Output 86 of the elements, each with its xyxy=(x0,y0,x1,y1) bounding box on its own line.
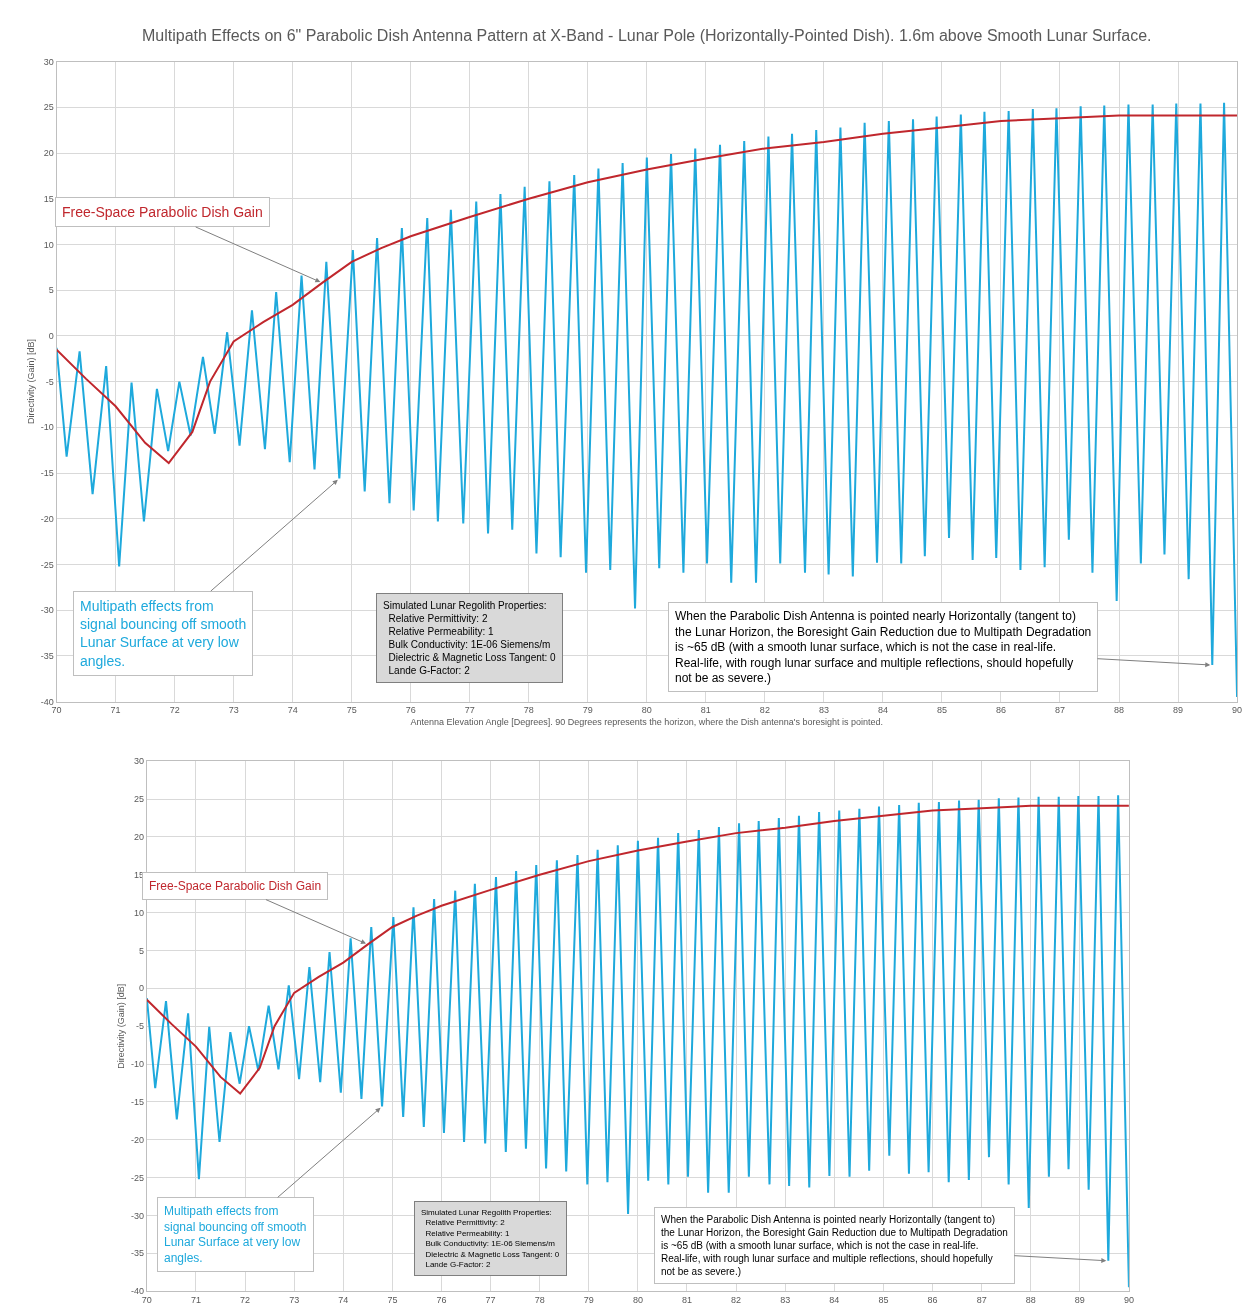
y-tick-label: -20 xyxy=(40,513,54,524)
x-tick-label: 87 xyxy=(976,1294,987,1305)
x-tick-label: 82 xyxy=(731,1294,742,1305)
line-series xyxy=(56,114,1238,464)
y-axis-title: Directivity (Gain) [dB] xyxy=(116,983,127,1069)
x-tick-label: 84 xyxy=(877,705,888,716)
y-tick-label: 0 xyxy=(139,983,145,994)
y-tick-label: -20 xyxy=(131,1134,145,1145)
y-tick-label: -5 xyxy=(136,1021,145,1032)
x-tick-label: 76 xyxy=(436,1294,447,1305)
y-tick-label: 20 xyxy=(43,148,54,159)
x-tick-label: 78 xyxy=(523,705,534,716)
y-tick-label: 5 xyxy=(48,285,54,296)
y-tick-label: 10 xyxy=(134,907,145,918)
x-tick-label: 70 xyxy=(51,705,62,716)
chart-title: Multipath Effects on 6" Parabolic Dish Antenna Pattern at X-Band - Lunar Pole (Horizontally-Pointed Dish). 1.6m above Smooth Lunar Surface. xyxy=(142,27,1152,44)
x-tick-label: 82 xyxy=(759,705,770,716)
y-tick-label: -5 xyxy=(45,376,54,387)
line-series xyxy=(146,804,1129,1095)
y-tick-label: -10 xyxy=(40,422,54,433)
x-tick-label: 85 xyxy=(936,705,947,716)
x-tick-label: 90 xyxy=(1123,1294,1134,1305)
annotation: Simulated Lunar Regolith Properties: Relative Permittivity: 2 Relative Permeability: 1 Bulk Conductivity: 1E-06 Siemens/m Dielectric & Magnetic Loss Tangent: 0 Lande G-Factor: 2 xyxy=(383,600,557,676)
x-tick-label: 88 xyxy=(1025,1294,1036,1305)
x-tick-label: 89 xyxy=(1074,1294,1085,1305)
y-tick-label: 20 xyxy=(134,832,145,843)
y-tick-label: -30 xyxy=(40,605,54,616)
x-tick-label: 72 xyxy=(240,1294,251,1305)
x-axis-title: Antenna Elevation Angle [Degrees]. 90 Degrees represents the horizon, where the Dish antenna's boresight is pointed. xyxy=(410,717,884,728)
y-tick-label: -25 xyxy=(131,1172,145,1183)
x-tick-label: 70 xyxy=(141,1294,152,1305)
y-tick-label: 0 xyxy=(48,331,54,342)
x-tick-label: 76 xyxy=(405,705,416,716)
x-tick-label: 79 xyxy=(583,1294,594,1305)
x-tick-label: 85 xyxy=(878,1294,889,1305)
x-tick-label: 80 xyxy=(641,705,652,716)
x-tick-label: 90 xyxy=(1232,705,1243,716)
y-tick-label: -10 xyxy=(131,1059,145,1070)
x-tick-label: 79 xyxy=(582,705,593,716)
x-tick-label: 71 xyxy=(110,705,121,716)
y-tick-label: -40 xyxy=(40,696,54,707)
y-tick-label: 30 xyxy=(43,56,54,67)
x-tick-label: 87 xyxy=(1054,705,1065,716)
x-tick-label: 73 xyxy=(228,705,239,716)
x-tick-label: 83 xyxy=(780,1294,791,1305)
y-axis-title: Directivity (Gain) [dB] xyxy=(26,339,37,425)
annotation: Free-Space Parabolic Dish Gain xyxy=(62,204,263,220)
annotation: Multipath effects from signal bouncing off smooth Lunar Surface at very low angles. xyxy=(164,1204,307,1265)
x-tick-label: 86 xyxy=(995,705,1006,716)
y-tick-label: 25 xyxy=(134,794,145,805)
x-tick-label: 75 xyxy=(346,705,357,716)
annotation: When the Parabolic Dish Antenna is pointed nearly Horizontally (tangent to) the Lunar Horizon, the Boresight Gain Reduction due to Multipath Degradation is ~65 dB (with a smooth lunar surface, which is not the case in real-life. Real-life, with rough lunar surface and multiple reflections, should hopefully not be as severe.) xyxy=(675,609,1092,686)
annotation: Free-Space Parabolic Dish Gain xyxy=(149,879,322,893)
x-tick-label: 77 xyxy=(485,1294,496,1305)
x-tick-label: 73 xyxy=(289,1294,300,1305)
x-tick-label: 78 xyxy=(534,1294,545,1305)
y-tick-label: -40 xyxy=(131,1286,145,1297)
y-tick-label: 10 xyxy=(43,239,54,250)
y-tick-label: 30 xyxy=(134,756,145,767)
y-tick-label: -35 xyxy=(40,651,54,662)
annotation: Simulated Lunar Regolith Properties: Relative Permittivity: 2 Relative Permeability: 1 Bulk Conductivity: 1E-06 Siemens/m Dielectric & Magnetic Loss Tangent: 0 Lande G-Factor: 2 xyxy=(421,1208,560,1269)
x-tick-label: 75 xyxy=(387,1294,398,1305)
x-tick-label: 88 xyxy=(1114,705,1125,716)
y-tick-label: -15 xyxy=(131,1097,145,1108)
x-tick-label: 83 xyxy=(818,705,829,716)
x-tick-label: 84 xyxy=(829,1294,840,1305)
x-tick-label: 81 xyxy=(681,1294,692,1305)
y-tick-label: 15 xyxy=(43,193,54,204)
y-tick-label: -15 xyxy=(40,468,54,479)
y-tick-label: 5 xyxy=(139,945,145,956)
annotation: When the Parabolic Dish Antenna is pointed nearly Horizontally (tangent to) the Lunar Horizon, the Boresight Gain Reduction due to Multipath Degradation is ~65 dB (with a smooth lunar surface, which is not the case in real-life. Real-life, with rough lunar surface and multiple reflections, should hopefully not be as severe.) xyxy=(661,1214,1008,1277)
x-tick-label: 81 xyxy=(700,705,711,716)
y-tick-label: 25 xyxy=(43,102,54,113)
x-tick-label: 71 xyxy=(190,1294,201,1305)
x-tick-label: 89 xyxy=(1173,705,1184,716)
y-tick-label: -35 xyxy=(131,1248,145,1259)
y-tick-label: -30 xyxy=(131,1210,145,1221)
x-tick-label: 86 xyxy=(927,1294,938,1305)
x-tick-label: 80 xyxy=(632,1294,643,1305)
x-tick-label: 72 xyxy=(169,705,180,716)
x-tick-label: 74 xyxy=(287,705,298,716)
x-tick-label: 77 xyxy=(464,705,475,716)
x-tick-label: 74 xyxy=(338,1294,349,1305)
y-tick-label: -25 xyxy=(40,559,54,570)
line-series xyxy=(56,101,1238,699)
annotation: Multipath effects from signal bouncing off smooth Lunar Surface at very low angles. xyxy=(80,598,247,669)
